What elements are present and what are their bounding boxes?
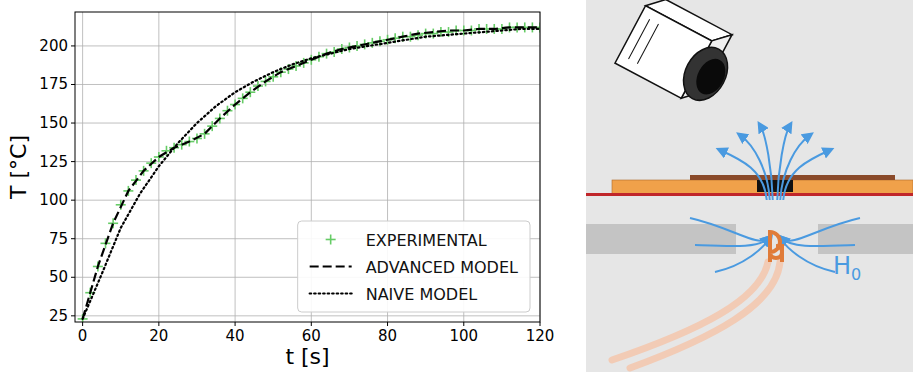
- y-tick-label: 175: [39, 75, 68, 93]
- y-tick-label: 100: [39, 191, 68, 209]
- grid-line: [75, 84, 540, 85]
- camera-detail: [629, 19, 650, 59]
- grid-line: [75, 315, 540, 316]
- tick-mark: [158, 322, 159, 326]
- marker-stroke: [524, 22, 526, 32]
- field-line: [781, 238, 855, 246]
- legend-label: ADVANCED MODEL: [366, 258, 518, 277]
- plot-data: [78, 22, 540, 322]
- marker-stroke: [211, 121, 213, 131]
- tick-mark: [71, 238, 75, 239]
- x-tick-label: 60: [302, 327, 321, 345]
- tick-mark: [71, 161, 75, 162]
- x-tick-label: 20: [149, 327, 168, 345]
- figure: 0 20 40 60 80 100 120 25 50 75 100 125 150 175 200 t [s…: [0, 0, 913, 372]
- y-tick-label: 125: [39, 153, 68, 171]
- x-tick-label: 0: [78, 327, 88, 345]
- y-tick-label: 150: [39, 114, 68, 132]
- y-tick-label: 50: [49, 268, 68, 286]
- tick-mark: [71, 123, 75, 124]
- field-line: [777, 125, 790, 200]
- axes: 0 20 40 60 80 100 120 25 50 75 100 125 150 175 200: [39, 37, 554, 345]
- y-axis-title: T [°C]: [6, 135, 31, 200]
- legend: EXPERIMENTAL ADVANCED MODEL NAIVE MODEL: [298, 221, 530, 312]
- legend-box: [298, 221, 530, 312]
- field-line: [782, 218, 860, 241]
- support: [818, 224, 913, 254]
- marker-stroke: [242, 93, 244, 103]
- support: [586, 224, 736, 254]
- coil: [770, 232, 782, 262]
- x-axis-title: t [s]: [285, 344, 329, 369]
- data-line: [83, 29, 540, 319]
- legend-label: EXPERIMENTAL: [366, 231, 487, 250]
- tick-mark: [71, 315, 75, 316]
- diagram: H0: [586, 0, 913, 372]
- data-point: [108, 218, 118, 228]
- camera-detail: [637, 24, 658, 64]
- field-label: H0: [833, 252, 861, 284]
- grid-line: [82, 12, 83, 322]
- camera-lens: [675, 40, 737, 108]
- marker-stroke: [166, 146, 168, 156]
- marker-stroke: [204, 129, 206, 139]
- legend-marker: [326, 235, 336, 245]
- plot-frame: [75, 12, 540, 322]
- tick-mark: [463, 322, 464, 326]
- marker-stroke: [356, 41, 358, 51]
- camera: [615, 0, 745, 112]
- grid-line: [235, 12, 236, 322]
- data-point: [497, 24, 507, 34]
- tick-mark: [71, 200, 75, 201]
- tick-mark: [311, 322, 312, 326]
- tick-mark: [235, 322, 236, 326]
- tick-mark: [540, 322, 541, 326]
- grid: [75, 12, 540, 322]
- y-tick-label: 200: [39, 37, 68, 55]
- field-line: [783, 150, 830, 200]
- legend-line: [310, 265, 352, 267]
- tick-mark: [387, 322, 388, 326]
- y-tick-label: 75: [49, 230, 68, 248]
- tick-mark: [71, 84, 75, 85]
- legend-label: NAIVE MODEL: [366, 285, 478, 304]
- field-line: [740, 135, 770, 200]
- coil-lead: [630, 262, 780, 368]
- field-line: [690, 218, 768, 241]
- x-tick-label: 120: [526, 327, 555, 345]
- field-line: [720, 150, 767, 200]
- field-line: [695, 238, 769, 246]
- x-tick-label: 100: [449, 327, 478, 345]
- legend-line: [310, 292, 352, 294]
- diagram-background: [586, 0, 913, 372]
- y-tick-label: 25: [49, 307, 68, 325]
- substrate-line: [586, 193, 913, 196]
- camera-lens-inner: [690, 54, 731, 100]
- tick-mark: [71, 277, 75, 278]
- coil: [780, 244, 784, 262]
- field-line: [760, 125, 773, 200]
- marker-stroke: [410, 32, 412, 42]
- grid-line: [75, 200, 540, 201]
- field-label-base: H: [833, 252, 851, 280]
- x-tick-label: 80: [378, 327, 397, 345]
- tick-mark: [71, 45, 75, 46]
- grid-line: [75, 45, 540, 46]
- field-label-subscript: 0: [851, 265, 861, 284]
- marker-stroke: [330, 235, 332, 245]
- tick-mark: [82, 322, 83, 326]
- field-line: [715, 238, 770, 272]
- grid-line: [75, 161, 540, 162]
- data-line: [83, 27, 540, 319]
- x-tick-label: 40: [226, 327, 245, 345]
- grid-line: [75, 123, 540, 124]
